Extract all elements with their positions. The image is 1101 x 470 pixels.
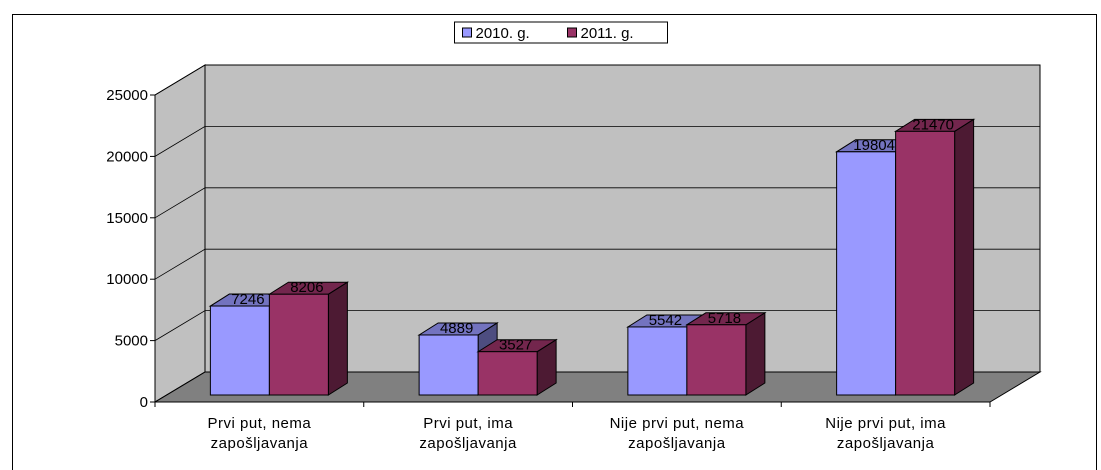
bar bbox=[836, 151, 897, 396]
x-tick-label: Nije prvi put, nema zapošljavanja bbox=[609, 415, 745, 452]
bar-side bbox=[954, 118, 975, 396]
legend-label: 2010. g. bbox=[476, 25, 530, 42]
data-label: 5542 bbox=[649, 312, 682, 329]
grid-line bbox=[154, 248, 1040, 280]
legend-swatch bbox=[462, 27, 472, 38]
data-label: 3527 bbox=[499, 337, 532, 354]
data-label: 5718 bbox=[708, 310, 741, 327]
data-label: 19804 bbox=[853, 137, 895, 154]
legend-swatch bbox=[567, 27, 577, 38]
x-tick-label: Nije prvi put, ima zapošljavanja bbox=[825, 415, 946, 452]
y-tick-label: 0 bbox=[140, 394, 148, 411]
bar bbox=[209, 305, 270, 396]
y-tick-label: 25000 bbox=[106, 87, 148, 104]
bar-side bbox=[327, 281, 348, 396]
legend-label: 2011. g. bbox=[581, 25, 634, 42]
y-tick-label: 10000 bbox=[106, 271, 148, 288]
bar bbox=[477, 351, 538, 396]
grid-line bbox=[154, 187, 1040, 219]
x-tick-label: Prvi put, nema zapošljavanja bbox=[207, 415, 312, 452]
grid-line bbox=[154, 64, 1040, 96]
data-label: 21470 bbox=[912, 116, 954, 133]
bar bbox=[627, 326, 688, 396]
bar bbox=[895, 130, 956, 396]
y-tick-label: 15000 bbox=[106, 210, 148, 227]
data-label: 8206 bbox=[290, 279, 323, 296]
grid-line bbox=[154, 126, 1040, 157]
y-tick-label: 20000 bbox=[106, 148, 148, 165]
data-label: 4889 bbox=[440, 320, 473, 337]
grid-line bbox=[154, 310, 1040, 341]
x-tick-label: Prvi put, ima zapošljavanja bbox=[419, 415, 517, 452]
bar bbox=[686, 324, 747, 396]
data-label: 7246 bbox=[231, 291, 264, 308]
bar-side bbox=[745, 311, 766, 396]
legend bbox=[454, 21, 668, 44]
y-tick-label: 5000 bbox=[115, 333, 148, 350]
bar bbox=[418, 334, 479, 396]
bar bbox=[268, 293, 329, 396]
left-wall bbox=[154, 64, 206, 403]
